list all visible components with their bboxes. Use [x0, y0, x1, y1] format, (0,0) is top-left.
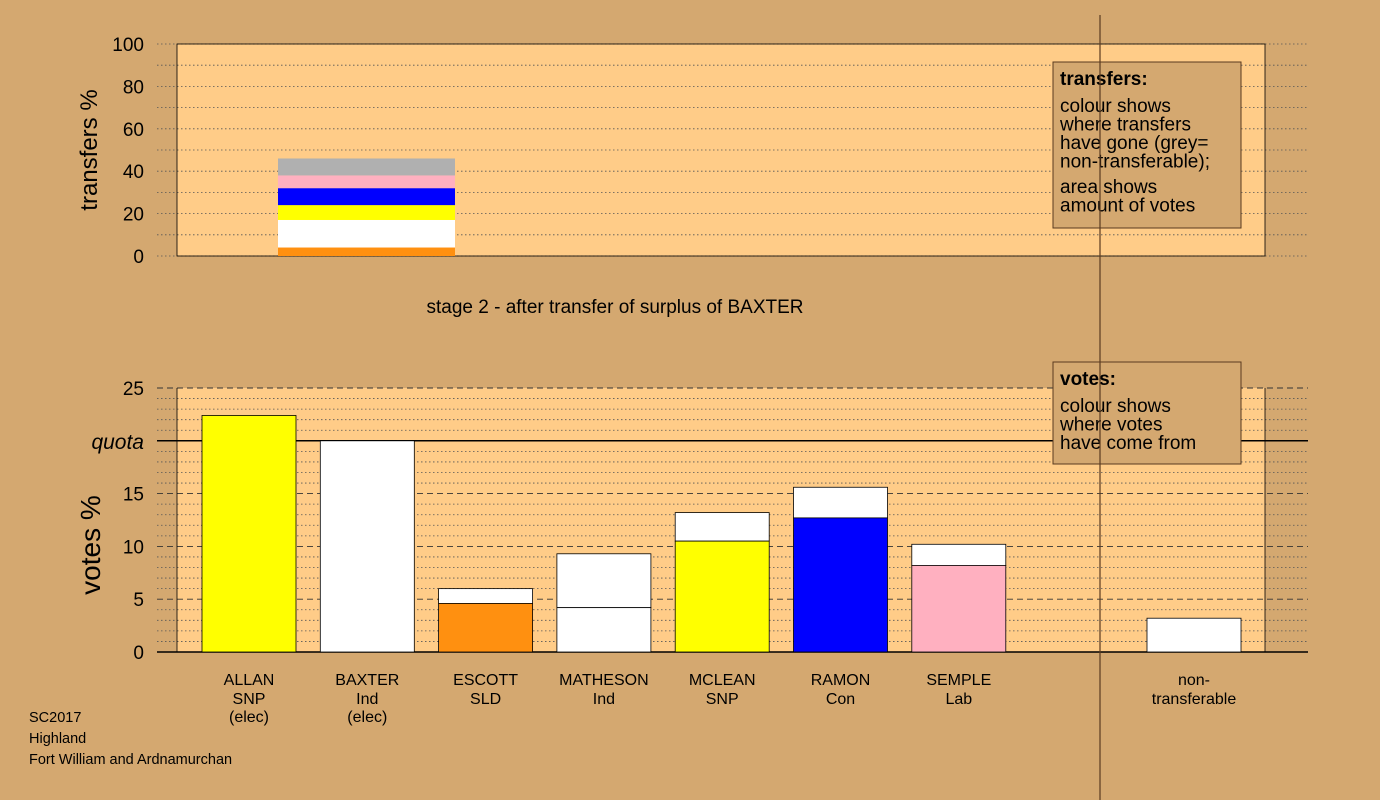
category-party-ramon: Con [826, 691, 855, 708]
votes-tick-label: 0 [133, 643, 144, 664]
bar-first-baxter [319, 440, 415, 653]
footer-line: Highland [29, 731, 86, 747]
votes-tick-label: 15 [123, 485, 144, 506]
votes-tick-label: 10 [123, 537, 144, 558]
footer-line: SC2017 [29, 710, 81, 726]
bar-transfer-escott [438, 588, 534, 604]
votes-legend-box [1052, 361, 1242, 465]
quota-label: quota [91, 431, 144, 454]
category-name-baxter: BAXTER [335, 672, 399, 689]
category-name-matheson: MATHESON [559, 672, 648, 689]
footer: SC2017 Highland Fort William and Ardnamurc… [29, 710, 232, 768]
transfers-legend-text: colour shows [1060, 96, 1171, 117]
transfers-legend-text: have gone (grey= [1060, 133, 1208, 154]
bar-transfer-ramon [793, 486, 888, 519]
transfer-segment-mclean [278, 205, 455, 220]
transfers-tick-label: 20 [123, 205, 144, 226]
transfer-segment-semple [278, 175, 455, 189]
footer-line: Fort William and Ardnamurchan [29, 752, 232, 768]
category-party-semple: Lab [945, 691, 972, 708]
transfers-tick-label: 40 [123, 162, 144, 183]
transfers-y-axis-label: transfers % [76, 89, 103, 210]
transfers-legend-title: transfers: [1060, 69, 1148, 90]
bar-first-ramon [793, 517, 888, 653]
votes-y-axis-label: votes % [75, 495, 106, 595]
category-party-allan: SNP [233, 691, 266, 708]
category-status-baxter: (elec) [347, 709, 387, 726]
transfers-panel: 0 20 40 60 80 100 transfers % transfers: colour … [76, 35, 1308, 268]
transfers-tick-label: 0 [133, 247, 144, 268]
transfers-legend-text: area shows [1060, 177, 1157, 198]
transfers-tick-label: 80 [123, 77, 144, 98]
transfer-segment-non-transferable [278, 158, 455, 176]
category-name-allan: ALLAN [224, 672, 275, 689]
bar-first-allan [201, 415, 297, 653]
transfers-legend-text: non-transferable); [1060, 152, 1210, 173]
bar-transfer-semple [911, 543, 1007, 566]
bar-first-mclean [674, 540, 770, 653]
bar-first-escott [438, 603, 534, 653]
bar-first-semple [911, 565, 1007, 653]
transfer-segment-escott [278, 247, 455, 256]
bar-transfer-matheson [556, 553, 652, 609]
category-name-escott: ESCOTT [453, 672, 518, 689]
category-name-non-transferable-2: transferable [1152, 691, 1237, 708]
category-party-mclean: SNP [706, 691, 739, 708]
votes-tick-label: 25 [123, 379, 144, 400]
category-name-non-transferable: non- [1178, 672, 1210, 689]
votes-legend-text: have come from [1060, 433, 1196, 454]
transfer-segment-matheson [278, 219, 455, 248]
transfers-legend-box [1052, 61, 1242, 229]
category-party-escott: SLD [470, 691, 501, 708]
transfers-plot-frame [176, 43, 1266, 257]
votes-legend-text: colour shows [1060, 396, 1171, 417]
category-name-mclean: MCLEAN [689, 672, 756, 689]
transfers-legend-text: where transfers [1059, 115, 1191, 136]
category-party-matheson: Ind [593, 691, 615, 708]
category-party-baxter: Ind [356, 691, 378, 708]
votes-legend-text: where votes [1059, 415, 1162, 436]
category-name-semple: SEMPLE [926, 672, 991, 689]
transfers-tick-label: 100 [112, 35, 144, 56]
stage-subtitle: stage 2 - after transfer of surplus of B… [427, 297, 804, 318]
category-name-ramon: RAMON [811, 672, 871, 689]
bar-first-matheson [556, 607, 652, 653]
transfers-legend-text: amount of votes [1060, 196, 1195, 217]
category-status-allan: (elec) [229, 709, 269, 726]
transfers-tick-label: 60 [123, 120, 144, 141]
bar-transfer-mclean [674, 512, 770, 542]
votes-legend-title: votes: [1060, 369, 1116, 390]
votes-tick-label: 5 [133, 590, 144, 611]
transfer-segment-ramon [278, 188, 455, 206]
bar-non-transferable [1146, 617, 1242, 653]
